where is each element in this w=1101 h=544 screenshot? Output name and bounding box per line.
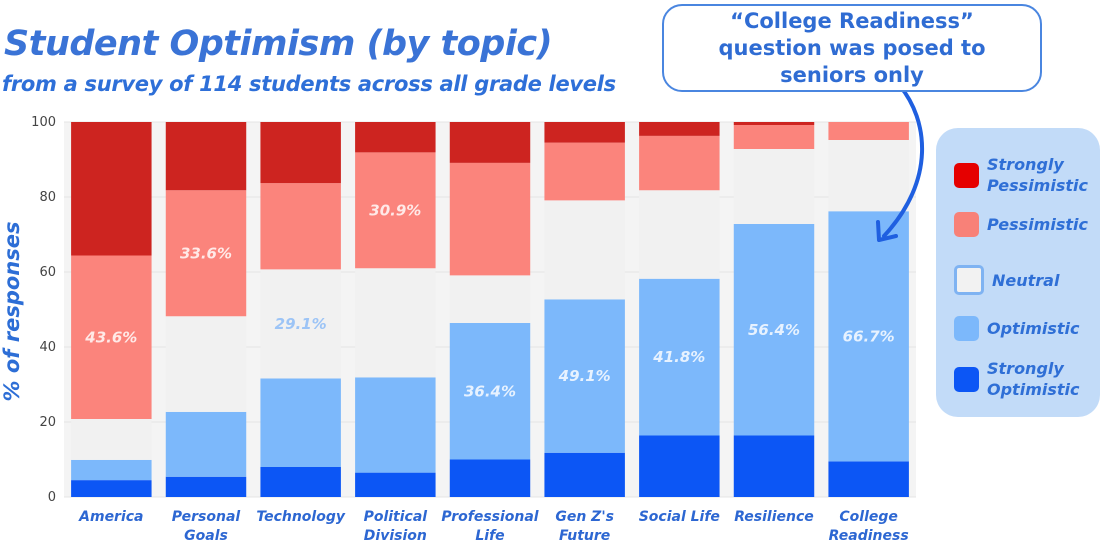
bar-gen-z-s-future-strongly-optimistic [544,452,625,497]
chart-title: Student Optimism (by topic) [4,24,553,64]
legend-swatch-neutral [954,265,984,295]
legend-item-strongly-optimistic: Strongly Optimistic [954,358,1087,400]
x-tick-label: Political Division [364,509,428,544]
bar-political-division-optimistic [355,377,436,473]
data-label: 30.9% [369,201,421,219]
y-tick-label: 60 [39,265,56,280]
bar-technology-neutral [260,269,341,379]
legend-label: Optimistic [987,319,1080,338]
y-tick-label: 40 [39,340,56,355]
bar-social-life-strongly-pessimistic [639,122,720,136]
bar-technology-strongly-pessimistic [260,122,341,184]
bar-america-strongly-optimistic [71,480,152,497]
bar-technology-optimistic [260,378,341,467]
y-tick-label: 80 [39,190,56,205]
bar-resilience-strongly-pessimistic [733,122,815,125]
bar-social-life-pessimistic [639,135,720,191]
callout-arrow-icon [876,84,924,242]
data-label: 56.4% [748,321,800,339]
bar-personal-goals-strongly-optimistic [165,476,247,497]
x-tick-label: Resilience [734,509,814,525]
bar-america-pessimistic [71,255,152,419]
bar-technology-pessimistic [260,183,341,270]
bar-political-division-strongly-optimistic [355,472,436,497]
x-tick-label: Technology [256,509,346,525]
bar-college-readiness-strongly-optimistic [828,461,909,497]
x-tick-label: America [78,509,143,525]
legend-label: Pessimistic [987,215,1088,234]
callout-note: “College Readiness” question was posed t… [662,4,1042,92]
bar-resilience-neutral [733,149,815,224]
x-tick-label: Gen Z's Future [555,509,614,544]
bar-college-readiness-pessimistic [828,122,909,140]
y-tick-label: 0 [48,490,56,505]
legend-swatch-pessimistic [954,212,979,237]
legend-swatch-strongly-optimistic [954,366,979,392]
bar-professional-life-strongly-optimistic [449,459,531,497]
data-label: 49.1% [558,367,611,385]
bar-gen-z-s-future-pessimistic [544,142,625,201]
legend-label: Strongly Optimistic [987,359,1080,399]
x-tick-label: Personal Goals [172,509,241,544]
bar-america-neutral [71,419,152,460]
bar-college-readiness-optimistic [828,211,909,462]
legend-item-strongly-pessimistic: Strongly Pessimistic [954,154,1097,196]
bar-social-life-neutral [639,190,720,279]
bar-professional-life-strongly-pessimistic [449,122,531,163]
data-label: 36.4% [464,382,516,400]
bar-personal-goals-strongly-pessimistic [165,122,247,191]
legend-item-neutral: Neutral [954,265,1059,295]
legend-item-optimistic: Optimistic [954,316,1079,341]
bar-personal-goals-neutral [165,316,247,412]
data-label: 66.7% [843,327,895,345]
bar-america-strongly-pessimistic [71,122,152,256]
bar-professional-life-pessimistic [449,162,531,276]
bar-political-division-strongly-pessimistic [355,122,436,153]
bar-personal-goals-pessimistic [165,190,247,317]
data-label: 33.6% [180,244,232,262]
chart-subtitle: from a survey of 114 students across all… [2,72,616,96]
bar-social-life-strongly-optimistic [639,435,720,497]
legend-label: Neutral [992,270,1060,290]
data-label: 29.1% [275,315,327,333]
bar-gen-z-s-future-neutral [544,200,625,300]
data-label: 43.6% [84,328,137,346]
bar-gen-z-s-future-optimistic [544,299,625,453]
x-tick-label: Social Life [639,509,720,525]
legend-swatch-strongly-pessimistic [954,162,979,188]
bar-social-life-optimistic [639,278,720,436]
y-tick-label: 100 [31,115,56,130]
bar-professional-life-optimistic [449,323,531,460]
bar-personal-goals-optimistic [165,411,247,477]
legend-item-pessimistic: Pessimistic [954,212,1088,237]
bar-america-optimistic [71,459,152,481]
bar-resilience-optimistic [733,224,815,436]
x-tick-label: Professional Life [441,509,538,544]
bar-political-division-neutral [355,268,436,378]
y-axis-label: % of responses [0,222,24,402]
y-tick-label: 20 [39,415,56,430]
legend: Strongly Pessimistic Pessimistic Neutral… [936,128,1100,417]
bar-gen-z-s-future-strongly-pessimistic [544,122,625,143]
bar-college-readiness-neutral [828,140,909,212]
bar-professional-life-neutral [449,275,531,323]
bar-political-division-pessimistic [355,152,436,269]
data-label: 41.8% [652,348,705,366]
legend-swatch-optimistic [954,316,979,341]
bar-technology-strongly-optimistic [260,467,341,497]
bar-resilience-strongly-optimistic [733,435,815,497]
x-tick-label: College Readiness [829,509,909,544]
bar-resilience-pessimistic [733,125,815,149]
legend-label: Strongly Pessimistic [987,155,1088,195]
